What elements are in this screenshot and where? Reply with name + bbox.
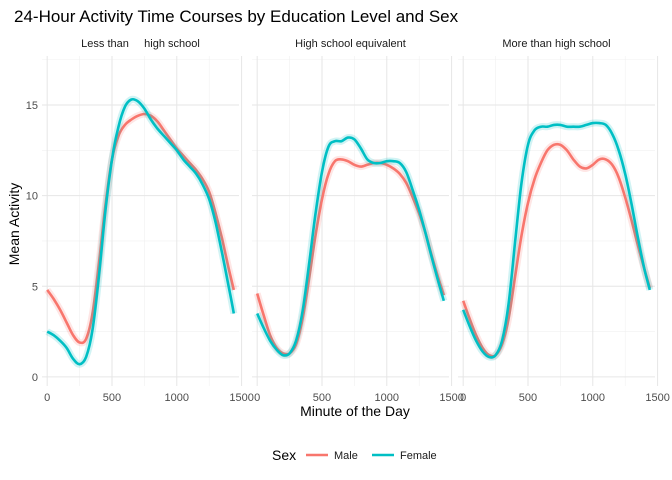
x-tick-label: 0 — [254, 392, 260, 404]
facet-panel: More than high school 0 500 1000 1500 — [458, 38, 670, 404]
x-tick-label: 1000 — [375, 392, 399, 404]
x-tick-label: 1500 — [645, 392, 669, 404]
x-tick-label: 1000 — [165, 392, 189, 404]
x-tick-label: 1500 — [229, 392, 253, 404]
series-line-female — [461, 121, 652, 359]
y-tick-label: 10 — [26, 191, 38, 203]
x-tick-label: 500 — [103, 392, 121, 404]
facet-label: More than high school — [502, 38, 610, 50]
legend-title: Sex — [272, 447, 296, 463]
legend: Sex Male Female — [272, 447, 437, 463]
series-band-male — [459, 140, 654, 360]
series-line-female — [256, 136, 446, 357]
x-axis-title: Minute of the Day — [300, 403, 410, 419]
series-band-female — [45, 95, 238, 368]
chart-title: 24-Hour Activity Time Courses by Educati… — [14, 7, 459, 26]
series-band-female — [254, 134, 448, 360]
facet-label: High school equivalent — [295, 38, 406, 50]
y-tick-label: 0 — [32, 372, 38, 384]
x-tick-label: 1000 — [581, 392, 605, 404]
facet-label: Less than high school — [81, 38, 200, 50]
legend-label-female: Female — [400, 450, 437, 462]
series-line-male — [46, 112, 236, 345]
x-tick-label: 500 — [519, 392, 537, 404]
x-tick-label: 0 — [460, 392, 466, 404]
series-band-male — [44, 110, 238, 347]
y-tick-label: 15 — [26, 100, 38, 112]
x-tick-label: 1500 — [439, 392, 463, 404]
facet-panel: Less than high school 0 500 1000 1500 — [42, 38, 254, 404]
legend-label-male: Male — [334, 450, 358, 462]
x-tick-label: 0 — [44, 392, 50, 404]
x-tick-label: 500 — [313, 392, 331, 404]
y-axis-title: Mean Activity — [6, 183, 22, 265]
facet-panel: High school equivalent 0 500 1000 1500 — [252, 38, 464, 404]
y-tick-label: 5 — [32, 281, 38, 293]
series-line-female — [46, 97, 236, 366]
